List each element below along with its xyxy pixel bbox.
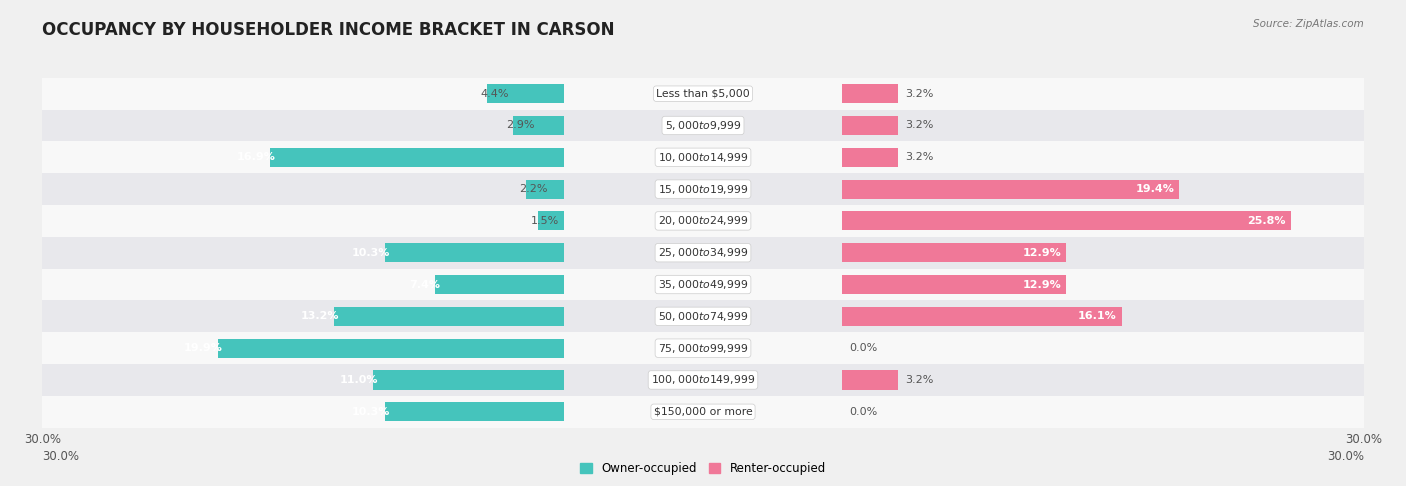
Bar [842,211,1291,230]
Bar [842,148,898,167]
Bar [564,109,842,141]
Bar [842,237,1364,269]
Text: 19.9%: 19.9% [184,343,224,353]
Bar [842,173,1364,205]
Bar [436,275,564,294]
Text: 12.9%: 12.9% [1022,279,1062,290]
Bar [564,141,842,173]
Text: $150,000 or more: $150,000 or more [654,407,752,417]
Bar [842,275,1067,294]
Bar [526,179,564,199]
Bar [42,269,564,300]
Bar [270,148,564,167]
Text: 30.0%: 30.0% [1327,451,1364,463]
Bar [842,307,1122,326]
Text: Less than $5,000: Less than $5,000 [657,88,749,99]
Text: $50,000 to $74,999: $50,000 to $74,999 [658,310,748,323]
Bar [564,269,842,300]
Bar [564,237,842,269]
Bar [842,332,1364,364]
Bar [42,300,564,332]
Bar [564,78,842,109]
Text: 12.9%: 12.9% [1022,248,1062,258]
Bar [42,173,564,205]
Bar [385,243,564,262]
Bar [842,109,1364,141]
Bar [42,237,564,269]
Text: $15,000 to $19,999: $15,000 to $19,999 [658,183,748,195]
Text: 2.9%: 2.9% [506,121,536,130]
Text: 3.2%: 3.2% [904,121,934,130]
Text: 2.2%: 2.2% [519,184,547,194]
Bar [842,84,898,103]
Bar [842,364,1364,396]
Text: 25.8%: 25.8% [1247,216,1285,226]
Text: 3.2%: 3.2% [904,88,934,99]
Legend: Owner-occupied, Renter-occupied: Owner-occupied, Renter-occupied [575,458,831,480]
Bar [42,364,564,396]
Bar [842,396,1364,428]
Bar [842,141,1364,173]
Text: $25,000 to $34,999: $25,000 to $34,999 [658,246,748,259]
Text: 0.0%: 0.0% [849,343,877,353]
Bar [218,339,564,358]
Bar [488,84,564,103]
Text: 4.4%: 4.4% [481,88,509,99]
Bar [842,243,1067,262]
Bar [42,78,564,109]
Text: $75,000 to $99,999: $75,000 to $99,999 [658,342,748,355]
Text: 10.3%: 10.3% [352,248,389,258]
Bar [335,307,564,326]
Bar [842,370,898,389]
Bar [42,205,564,237]
Bar [564,300,842,332]
Bar [842,205,1364,237]
Text: 3.2%: 3.2% [904,375,934,385]
Text: 1.5%: 1.5% [531,216,560,226]
Text: $20,000 to $24,999: $20,000 to $24,999 [658,214,748,227]
Text: $5,000 to $9,999: $5,000 to $9,999 [665,119,741,132]
Text: 16.1%: 16.1% [1078,312,1116,321]
Text: Source: ZipAtlas.com: Source: ZipAtlas.com [1253,19,1364,30]
Bar [564,364,842,396]
Bar [564,173,842,205]
Bar [564,396,842,428]
Text: 3.2%: 3.2% [904,152,934,162]
Bar [842,300,1364,332]
Bar [564,332,842,364]
Bar [385,402,564,421]
Text: 19.4%: 19.4% [1136,184,1174,194]
Text: 16.9%: 16.9% [236,152,276,162]
Bar [842,269,1364,300]
Bar [42,332,564,364]
Bar [513,116,564,135]
Bar [42,141,564,173]
Bar [842,116,898,135]
Bar [537,211,564,230]
Text: 0.0%: 0.0% [849,407,877,417]
Text: 10.3%: 10.3% [352,407,389,417]
Bar [373,370,564,389]
Bar [42,109,564,141]
Text: $100,000 to $149,999: $100,000 to $149,999 [651,373,755,386]
Text: OCCUPANCY BY HOUSEHOLDER INCOME BRACKET IN CARSON: OCCUPANCY BY HOUSEHOLDER INCOME BRACKET … [42,21,614,39]
Text: 11.0%: 11.0% [339,375,378,385]
Bar [42,396,564,428]
Text: $35,000 to $49,999: $35,000 to $49,999 [658,278,748,291]
Bar [842,179,1180,199]
Text: 7.4%: 7.4% [409,279,440,290]
Bar [564,205,842,237]
Text: 30.0%: 30.0% [42,451,79,463]
Text: $10,000 to $14,999: $10,000 to $14,999 [658,151,748,164]
Text: 13.2%: 13.2% [301,312,340,321]
Bar [842,78,1364,109]
